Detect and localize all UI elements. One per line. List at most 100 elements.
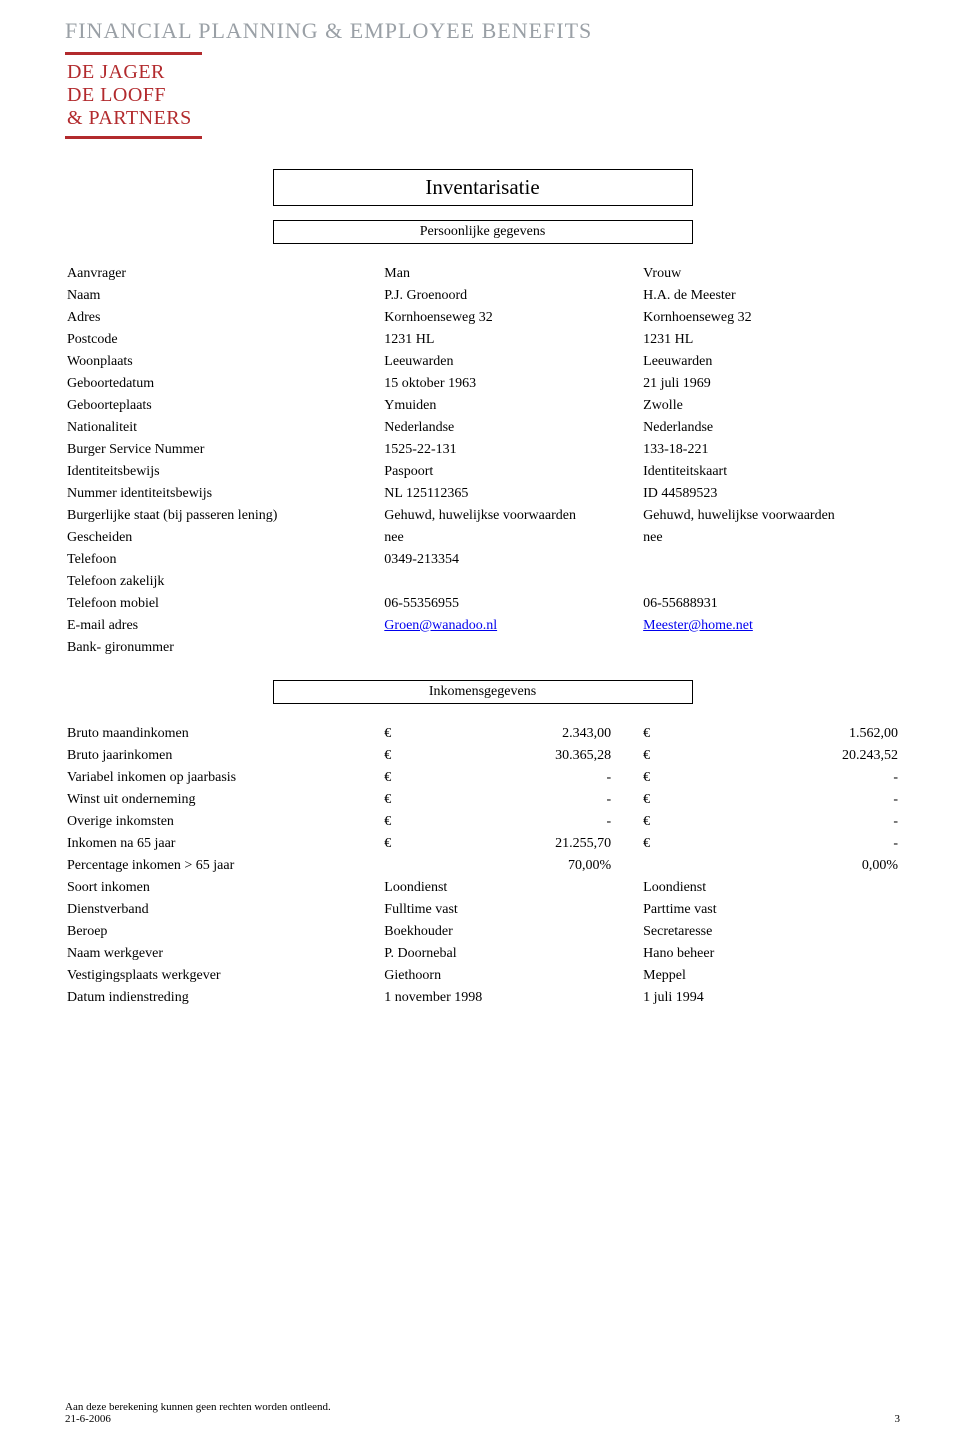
row-value-man: Groen@wanadoo.nl (382, 614, 641, 636)
currency-symbol: € (382, 810, 407, 832)
row-value-man: Gehuwd, huwelijkse voorwaarden (382, 504, 641, 526)
row-label: Naam (65, 284, 382, 306)
table-row: Inkomen na 65 jaar€21.255,70€- (65, 832, 900, 854)
row-value-vrouw: 1.562,00 (666, 722, 900, 744)
row-label: Nationaliteit (65, 416, 382, 438)
row-value-man: 30.365,28 (407, 744, 641, 766)
table-row: Winst uit onderneming€-€- (65, 788, 900, 810)
row-value-vrouw: Gehuwd, huwelijkse voorwaarden (641, 504, 900, 526)
table-row: GeboorteplaatsYmuidenZwolle (65, 394, 900, 416)
table-row: NaamP.J. GroenoordH.A. de Meester (65, 284, 900, 306)
row-label: Datum indienstreding (65, 986, 382, 1008)
footer-disclaimer: Aan deze berekening kunnen geen rechten … (65, 1401, 900, 1413)
footer-date: 21-6-2006 (65, 1413, 111, 1425)
table-row: AanvragerManVrouw (65, 262, 900, 284)
row-value-vrouw: ID 44589523 (641, 482, 900, 504)
table-row: Datum indienstreding1 november 19981 jul… (65, 986, 900, 1008)
row-label: Burgerlijke staat (bij passeren lening) (65, 504, 382, 526)
row-value-vrouw: 21 juli 1969 (641, 372, 900, 394)
row-label: Inkomen na 65 jaar (65, 832, 382, 854)
email-link-vrouw[interactable]: Meester@home.net (643, 618, 753, 633)
currency-symbol: € (641, 810, 666, 832)
row-label: Gescheiden (65, 526, 382, 548)
table-row: Variabel inkomen op jaarbasis€-€- (65, 766, 900, 788)
logo-line-1: DE JAGER (67, 61, 192, 84)
row-value-vrouw (641, 548, 900, 570)
row-value-vrouw: Secretaresse (641, 920, 900, 942)
row-label: Aanvrager (65, 262, 382, 284)
table-row: Vestigingsplaats werkgeverGiethoornMeppe… (65, 964, 900, 986)
personal-table: AanvragerManVrouwNaamP.J. GroenoordH.A. … (65, 262, 900, 658)
row-label: Telefoon (65, 548, 382, 570)
table-row: Telefoon0349-213354 (65, 548, 900, 570)
row-value-vrouw (641, 570, 900, 592)
row-value-man: - (407, 788, 641, 810)
row-label: Naam werkgever (65, 942, 382, 964)
row-value-vrouw: - (666, 810, 900, 832)
row-value-vrouw: 1 juli 1994 (641, 986, 900, 1008)
footer-page-number: 3 (895, 1413, 901, 1425)
email-link-man[interactable]: Groen@wanadoo.nl (384, 618, 497, 633)
row-value-man: Nederlandse (382, 416, 641, 438)
row-label: Geboorteplaats (65, 394, 382, 416)
page-footer: Aan deze berekening kunnen geen rechten … (65, 1401, 900, 1425)
row-label: Nummer identiteitsbewijs (65, 482, 382, 504)
currency-symbol: € (641, 744, 666, 766)
income-table: Bruto maandinkomen€2.343,00€1.562,00Brut… (65, 722, 900, 1008)
row-value-man: 1 november 1998 (382, 986, 641, 1008)
row-value-vrouw: 133-18-221 (641, 438, 900, 460)
row-value-vrouw: Loondienst (641, 876, 900, 898)
currency-symbol: € (641, 766, 666, 788)
currency-symbol: € (382, 722, 407, 744)
row-value-vrouw (641, 636, 900, 658)
header: FINANCIAL PLANNING & EMPLOYEE BENEFITS D… (65, 18, 900, 139)
table-row: E-mail adresGroen@wanadoo.nlMeester@home… (65, 614, 900, 636)
table-row: WoonplaatsLeeuwardenLeeuwarden (65, 350, 900, 372)
table-row: Burgerlijke staat (bij passeren lening)G… (65, 504, 900, 526)
row-value-vrouw: Meester@home.net (641, 614, 900, 636)
row-value-vrouw: - (666, 788, 900, 810)
table-row: Burger Service Nummer1525-22-131133-18-2… (65, 438, 900, 460)
row-value-man: - (407, 766, 641, 788)
row-value-vrouw: - (666, 832, 900, 854)
row-value-vrouw: Identiteitskaart (641, 460, 900, 482)
row-label: Bank- gironummer (65, 636, 382, 658)
row-value-man: Loondienst (382, 876, 641, 898)
row-label: Percentage inkomen > 65 jaar (65, 854, 382, 876)
table-row: Naam werkgeverP. DoornebalHano beheer (65, 942, 900, 964)
row-value-man: 0349-213354 (382, 548, 641, 570)
row-value-vrouw: 20.243,52 (666, 744, 900, 766)
row-label: Telefoon zakelijk (65, 570, 382, 592)
table-row: AdresKornhoenseweg 32Kornhoenseweg 32 (65, 306, 900, 328)
table-row: Soort inkomenLoondienstLoondienst (65, 876, 900, 898)
logo-line-3: & PARTNERS (67, 107, 192, 130)
currency-symbol: € (382, 766, 407, 788)
row-label: Adres (65, 306, 382, 328)
row-value-vrouw: Kornhoenseweg 32 (641, 306, 900, 328)
currency-symbol: € (382, 744, 407, 766)
main-title: Inventarisatie (273, 169, 693, 206)
table-row: Geboortedatum15 oktober 196321 juli 1969 (65, 372, 900, 394)
row-label: Overige inkomsten (65, 810, 382, 832)
row-value-man: Fulltime vast (382, 898, 641, 920)
table-row: Nummer identiteitsbewijsNL 125112365ID 4… (65, 482, 900, 504)
row-value-vrouw: 06-55688931 (641, 592, 900, 614)
table-row: Gescheidenneenee (65, 526, 900, 548)
row-value-man: 15 oktober 1963 (382, 372, 641, 394)
row-value-vrouw: Meppel (641, 964, 900, 986)
row-label: Variabel inkomen op jaarbasis (65, 766, 382, 788)
table-row: NationaliteitNederlandseNederlandse (65, 416, 900, 438)
table-row: Telefoon zakelijk (65, 570, 900, 592)
row-value-vrouw: 1231 HL (641, 328, 900, 350)
row-value-vrouw: Vrouw (641, 262, 900, 284)
row-value-vrouw: Zwolle (641, 394, 900, 416)
row-value-vrouw: nee (641, 526, 900, 548)
row-label: Beroep (65, 920, 382, 942)
row-value-man: Giethoorn (382, 964, 641, 986)
row-value-vrouw: - (666, 766, 900, 788)
row-value-vrouw: 0,00% (666, 854, 900, 876)
row-value-man (382, 570, 641, 592)
table-row: BeroepBoekhouderSecretaresse (65, 920, 900, 942)
table-row: Overige inkomsten€-€- (65, 810, 900, 832)
table-row: DienstverbandFulltime vastParttime vast (65, 898, 900, 920)
